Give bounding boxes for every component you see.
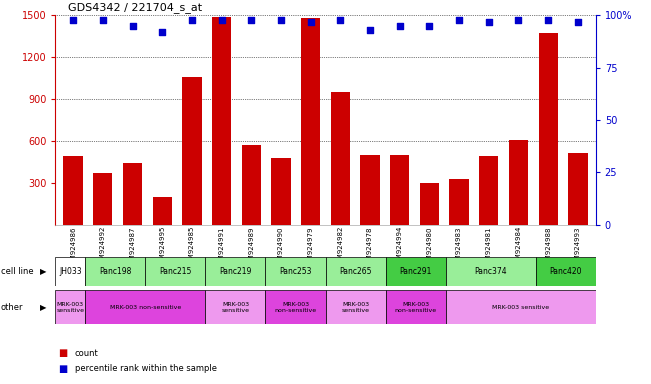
Point [484,18,494,25]
Bar [93,173,113,225]
Bar [206,257,266,286]
Bar [266,290,326,324]
Bar [361,155,380,225]
Text: ▶: ▶ [40,303,47,312]
Text: MRK-003
non-sensitive: MRK-003 non-sensitive [275,302,316,313]
Bar [152,197,172,225]
Bar [326,257,385,286]
Point [276,17,286,23]
Text: Panc253: Panc253 [279,267,312,276]
Text: MRK-003
non-sensitive: MRK-003 non-sensitive [395,302,437,313]
Point [573,18,583,25]
Text: MRK-003
sensitive: MRK-003 sensitive [342,302,370,313]
Text: GDS4342 / 221704_s_at: GDS4342 / 221704_s_at [68,2,202,13]
Point [395,23,405,29]
Bar [538,33,558,225]
Text: count: count [75,349,98,358]
Point [246,17,256,23]
Text: Panc215: Panc215 [159,267,191,276]
Text: MRK-003
sensitive: MRK-003 sensitive [57,302,85,313]
Bar [568,154,587,225]
Bar [445,290,596,324]
Bar [85,257,145,286]
Text: ■: ■ [59,348,68,358]
Bar [145,257,206,286]
Bar [266,257,326,286]
Bar [509,139,528,225]
Bar [326,290,385,324]
Point [157,29,167,35]
Bar [390,155,409,225]
Bar [85,290,206,324]
Text: JH033: JH033 [59,267,81,276]
Text: Panc291: Panc291 [399,267,432,276]
Bar [331,92,350,225]
Point [335,17,346,23]
Point [68,17,78,23]
Bar [206,290,266,324]
Bar [55,257,85,286]
Text: Panc265: Panc265 [339,267,372,276]
Point [365,27,375,33]
Bar [182,77,202,225]
Bar [385,290,445,324]
Bar [385,257,445,286]
Text: Panc374: Panc374 [475,267,507,276]
Text: Panc420: Panc420 [549,267,582,276]
Text: Panc198: Panc198 [99,267,132,276]
Point [424,23,435,29]
Text: ▶: ▶ [40,267,47,276]
Point [216,17,227,23]
Bar [536,257,596,286]
Point [98,17,108,23]
Bar [420,183,439,225]
Bar [301,18,320,225]
Point [513,17,523,23]
Text: cell line: cell line [1,267,33,276]
Point [454,17,464,23]
Text: other: other [1,303,23,312]
Point [187,17,197,23]
Bar [123,163,142,225]
Bar [449,179,469,225]
Point [128,23,138,29]
Point [543,17,553,23]
Text: MRK-003
sensitive: MRK-003 sensitive [221,302,249,313]
Text: percentile rank within the sample: percentile rank within the sample [75,364,217,373]
Bar [55,290,85,324]
Text: ■: ■ [59,364,68,374]
Bar [212,17,231,225]
Bar [64,156,83,225]
Bar [479,156,499,225]
Text: Panc219: Panc219 [219,267,252,276]
Bar [271,158,290,225]
Text: MRK-003 sensitive: MRK-003 sensitive [492,305,549,310]
Text: MRK-003 non-sensitive: MRK-003 non-sensitive [110,305,181,310]
Point [305,18,316,25]
Bar [242,145,261,225]
Bar [445,257,536,286]
